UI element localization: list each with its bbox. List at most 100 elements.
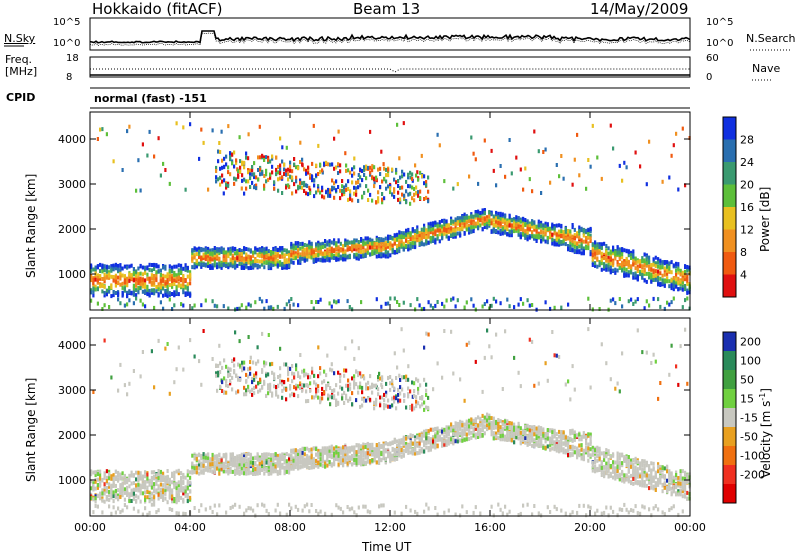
echo-cell [236, 458, 239, 463]
echo-cell [353, 510, 356, 515]
echo-cell [207, 249, 210, 254]
echo-cell [112, 159, 115, 164]
echo-cell [409, 191, 412, 196]
echo-cell [519, 235, 522, 240]
echo-cell [218, 257, 221, 262]
echo-cell [567, 229, 570, 234]
echo-cell [254, 250, 257, 255]
echo-cell [180, 267, 183, 272]
echo-cell [576, 241, 579, 246]
echo-cell [171, 292, 174, 296]
echo-cell [164, 292, 167, 297]
echo-cell [301, 256, 304, 261]
echo-cell [459, 231, 462, 236]
echo-cell [618, 163, 621, 168]
echo-cell [274, 508, 277, 513]
echo-cell [171, 474, 174, 478]
echo-cell [361, 194, 364, 199]
echo-cell [273, 180, 276, 185]
echo-cell [297, 452, 300, 457]
echo-cell [360, 457, 363, 462]
echo-cell [245, 247, 248, 251]
echo-cell [309, 173, 312, 178]
echo-cell [540, 191, 543, 195]
echo-cell [112, 267, 115, 272]
echo-cell [171, 284, 174, 289]
echo-cell [254, 472, 257, 476]
echo-cell [283, 460, 286, 465]
echo-cell [501, 226, 504, 231]
echo-cell [456, 298, 459, 303]
echo-cell [616, 250, 619, 255]
echo-cell [200, 255, 203, 260]
echo-cell [600, 257, 603, 262]
echo-cell [373, 184, 376, 189]
echo-cell [459, 219, 462, 224]
echo-cell [157, 282, 160, 287]
echo-cell [459, 233, 462, 238]
echo-cell [168, 291, 171, 296]
echo-cell [292, 461, 295, 466]
echo-cell [405, 200, 408, 205]
echo-cell [387, 454, 390, 459]
echo-cell [137, 482, 140, 487]
echo-cell [317, 143, 320, 148]
echo-cell [198, 255, 201, 260]
echo-cell [472, 221, 475, 226]
echo-cell [99, 496, 102, 501]
echo-cell [384, 243, 387, 248]
echo-cell [186, 473, 189, 478]
echo-cell [311, 175, 314, 180]
echo-cell [265, 179, 268, 184]
echo-cell [263, 183, 266, 188]
echo-cell [94, 271, 97, 276]
echo-cell [263, 186, 266, 191]
echo-cell [387, 442, 390, 447]
echo-cell [427, 231, 430, 236]
echo-cell [312, 258, 315, 263]
echo-cell [198, 463, 201, 468]
echo-cell [355, 452, 358, 457]
echo-cell [159, 281, 162, 286]
echo-cell [429, 236, 432, 241]
echo-cell [636, 259, 639, 264]
echo-cell [508, 223, 511, 228]
echo-cell [309, 188, 312, 193]
echo-cell [193, 253, 196, 258]
echo-cell [549, 306, 552, 311]
echo-cell [344, 456, 347, 461]
echo-cell [400, 231, 403, 236]
echo-cell [677, 267, 680, 272]
echo-cell [166, 479, 169, 484]
echo-cell [159, 491, 162, 496]
echo-cell [90, 479, 93, 484]
echo-cell [157, 508, 160, 513]
echo-cell [96, 485, 99, 490]
echo-cell [153, 385, 156, 390]
echo-cell [202, 455, 205, 460]
echo-cell [103, 338, 106, 343]
echo-cell [385, 167, 388, 172]
echo-cell [402, 235, 405, 239]
echo-cell [112, 476, 115, 481]
echo-cell [225, 469, 228, 474]
echo-cell [504, 214, 507, 219]
echo-cell [553, 240, 556, 245]
echo-cell [193, 255, 196, 260]
echo-cell [283, 263, 286, 268]
echo-cell [252, 508, 255, 513]
echo-cell [112, 479, 115, 484]
echo-cell [315, 452, 318, 457]
echo-cell [342, 462, 345, 467]
echo-cell [175, 278, 178, 283]
echo-cell [146, 288, 149, 293]
echo-cell [112, 494, 115, 499]
echo-cell [456, 221, 459, 226]
echo-cell [614, 253, 617, 258]
echo-cell [497, 218, 500, 223]
echo-cell [380, 382, 383, 387]
echo-cell [279, 254, 282, 259]
echo-cell [327, 193, 330, 198]
echo-cell [474, 157, 477, 162]
echo-cell [274, 262, 277, 267]
